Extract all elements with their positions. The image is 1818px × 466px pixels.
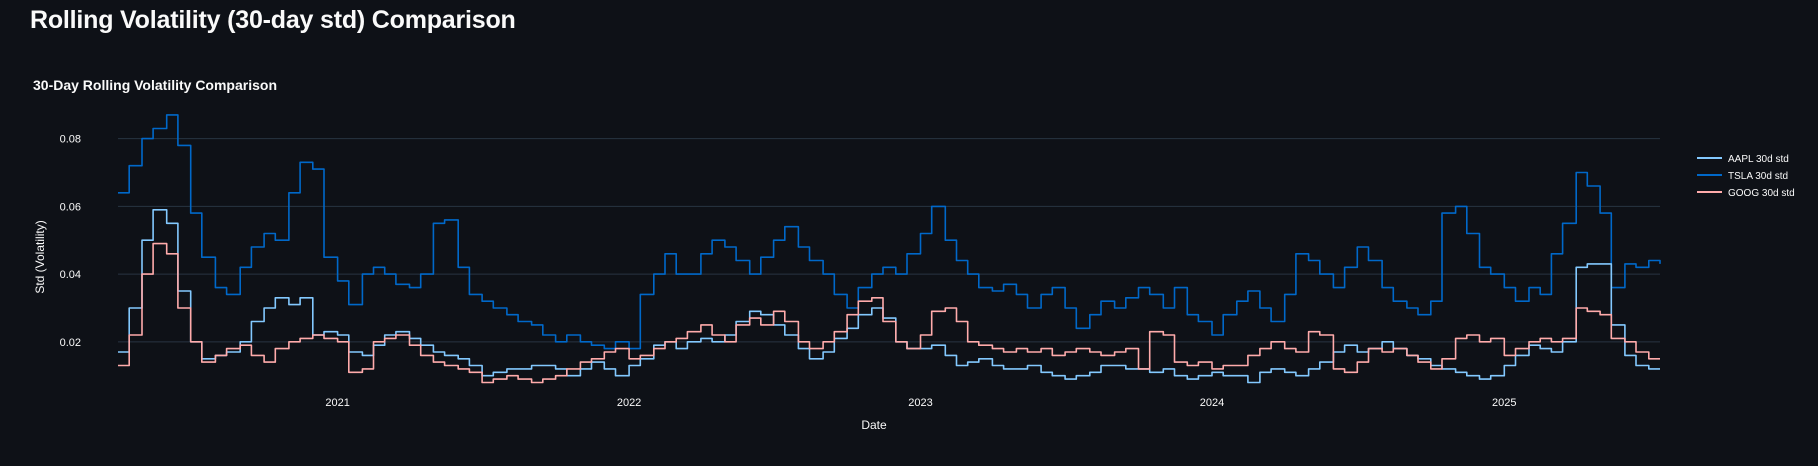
legend-label: AAPL 30d std (1728, 154, 1789, 165)
volatility-chart[interactable]: 30-Day Rolling Volatility Comparison 0.0… (0, 70, 1818, 461)
x-tick-label: 2024 (1200, 397, 1224, 409)
legend-item-aapl[interactable]: AAPL 30d std (1697, 154, 1789, 165)
y-tick-label: 0.08 (60, 134, 81, 146)
legend-item-tsla[interactable]: TSLA 30d std (1697, 171, 1788, 182)
y-axis: 0.02 0.04 0.06 0.08 (60, 134, 81, 349)
chart-title: 30-Day Rolling Volatility Comparison (33, 77, 277, 93)
y-tick-label: 0.04 (60, 269, 81, 281)
legend-label: GOOG 30d std (1728, 188, 1795, 199)
legend[interactable]: AAPL 30d std TSLA 30d std GOOG 30d std (1697, 154, 1795, 199)
series-line-tsla[interactable] (118, 114, 1661, 350)
legend-item-goog[interactable]: GOOG 30d std (1697, 188, 1795, 199)
x-tick-label: 2023 (908, 397, 932, 409)
page-title: Rolling Volatility (30-day std) Comparis… (30, 6, 516, 34)
legend-label: TSLA 30d std (1728, 171, 1788, 182)
y-tick-label: 0.02 (60, 337, 81, 349)
y-tick-label: 0.06 (60, 201, 81, 213)
x-axis-title: Date (861, 418, 887, 432)
x-axis: 2021 2022 2023 2024 2025 (325, 397, 1516, 409)
grid-lines (118, 138, 1660, 343)
series-lines[interactable] (118, 114, 1661, 384)
y-axis-title: Std (Volatility) (33, 220, 47, 293)
chart-container[interactable]: 30-Day Rolling Volatility Comparison 0.0… (0, 70, 1818, 461)
series-line-goog[interactable] (118, 242, 1660, 384)
x-tick-label: 2021 (325, 397, 349, 409)
x-tick-label: 2022 (617, 397, 641, 409)
x-tick-label: 2025 (1492, 397, 1516, 409)
